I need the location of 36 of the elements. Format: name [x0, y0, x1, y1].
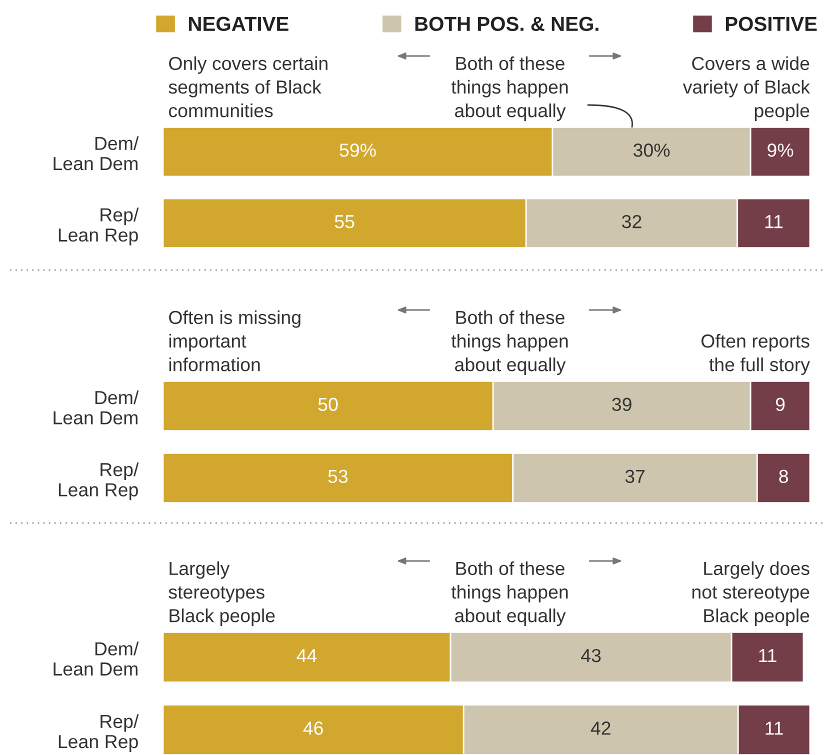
data-label: 11	[765, 215, 783, 228]
data-label: 59%	[340, 144, 376, 157]
annotation: Both of these things happen about equally	[451, 310, 568, 375]
data-label: 50	[318, 398, 338, 412]
legend-label: BOTH POS. & NEG.	[415, 16, 598, 32]
data-label: 11	[766, 722, 783, 735]
annotation: Both of these things happen about equally	[451, 56, 568, 121]
y-tick-label: Dem/ Lean Dem	[54, 390, 139, 424]
annotation: Largely stereotypes Black people	[168, 561, 275, 626]
y-tick-label: Rep/ Lean Rep	[58, 208, 139, 246]
data-label: 37	[625, 470, 645, 484]
annotation: Often is missing important information	[169, 310, 300, 372]
annotation: Covers a wide variety of Black people	[682, 56, 810, 121]
y-tick-label: Rep/ Lean Rep	[58, 714, 139, 752]
data-label: 44	[296, 649, 317, 662]
legend-label: NEGATIVE	[189, 16, 288, 32]
legend-label: POSITIVE	[726, 16, 817, 32]
data-label: 46	[303, 722, 323, 735]
y-tick-label: Dem/ Lean Dem	[54, 642, 139, 676]
annotation: Both of these things happen about equally	[451, 561, 568, 626]
data-label: 39	[612, 398, 632, 412]
data-label: 9%	[768, 144, 794, 157]
data-label: 43	[581, 648, 601, 662]
data-label: 9	[776, 398, 785, 412]
data-label: 30%	[634, 144, 670, 157]
annotation: Largely does not stereotype Black people	[692, 561, 810, 626]
y-tick-label: Rep/ Lean Rep	[58, 462, 139, 500]
data-label: 8	[779, 470, 788, 484]
data-label: 53	[328, 470, 348, 484]
annotation: Often reports the full story	[701, 334, 810, 375]
annotation: Only covers certain segments of Black communities	[168, 56, 328, 118]
data-label: 11	[759, 649, 776, 662]
y-tick-label: Dem/ Lean Dem	[54, 136, 139, 170]
data-label: 55	[334, 215, 354, 228]
data-label: 42	[590, 722, 610, 735]
data-label: 32	[622, 214, 642, 228]
